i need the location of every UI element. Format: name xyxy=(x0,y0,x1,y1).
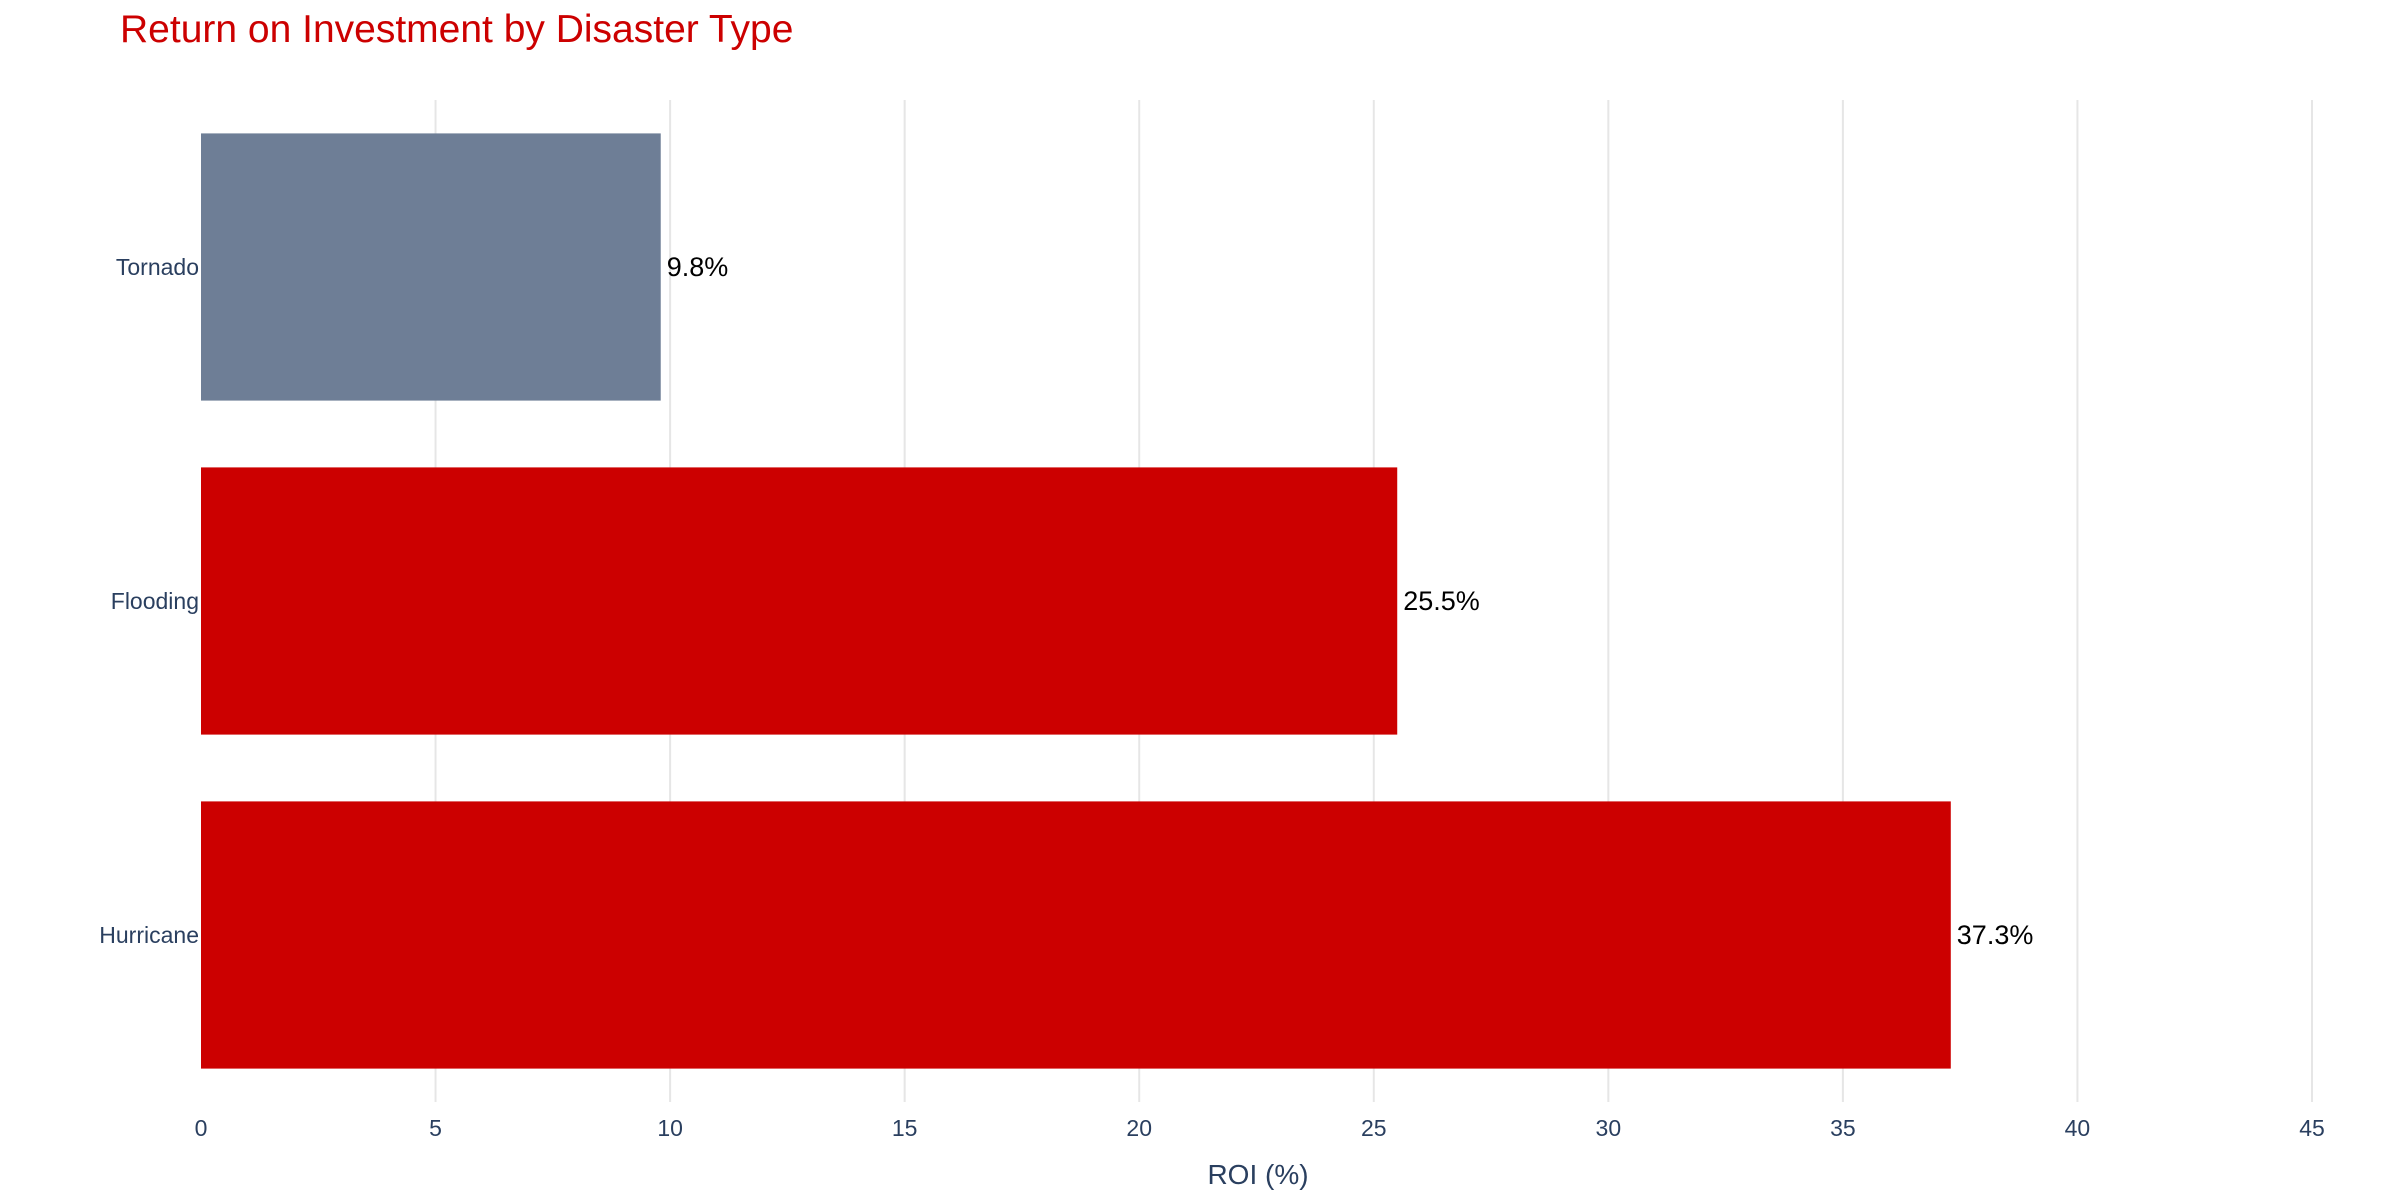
bar-tornado xyxy=(201,133,661,401)
y-axis: Hurricane Flooding Tornado xyxy=(99,254,199,948)
x-tick-label: 15 xyxy=(892,1115,918,1141)
bar-flooding xyxy=(201,467,1398,735)
data-label-tornado: 9.8% xyxy=(667,252,729,282)
x-tick-label: 20 xyxy=(1126,1115,1152,1141)
x-axis: 0 5 10 15 20 25 30 35 40 45 xyxy=(195,1115,2325,1141)
chart-title: Return on Investment by Disaster Type xyxy=(120,8,794,51)
y-tick-label-hurricane: Hurricane xyxy=(99,922,199,948)
x-tick-label: 0 xyxy=(195,1115,208,1141)
x-axis-title: ROI (%) xyxy=(1207,1159,1308,1190)
bar-hurricane xyxy=(201,801,1951,1069)
data-label-flooding: 25.5% xyxy=(1403,586,1480,616)
x-tick-label: 25 xyxy=(1361,1115,1387,1141)
x-tick-label: 45 xyxy=(2299,1115,2325,1141)
data-label-hurricane: 37.3% xyxy=(1957,920,2034,950)
data-labels: 37.3% 25.5% 9.8% xyxy=(667,252,2034,950)
x-tick-label: 40 xyxy=(2065,1115,2091,1141)
y-tick-label-flooding: Flooding xyxy=(111,588,199,614)
y-tick-label-tornado: Tornado xyxy=(116,254,199,280)
x-tick-label: 35 xyxy=(1830,1115,1856,1141)
bars xyxy=(201,133,1951,1069)
x-tick-label: 10 xyxy=(657,1115,683,1141)
x-tick-label: 5 xyxy=(429,1115,442,1141)
x-tick-label: 30 xyxy=(1596,1115,1622,1141)
